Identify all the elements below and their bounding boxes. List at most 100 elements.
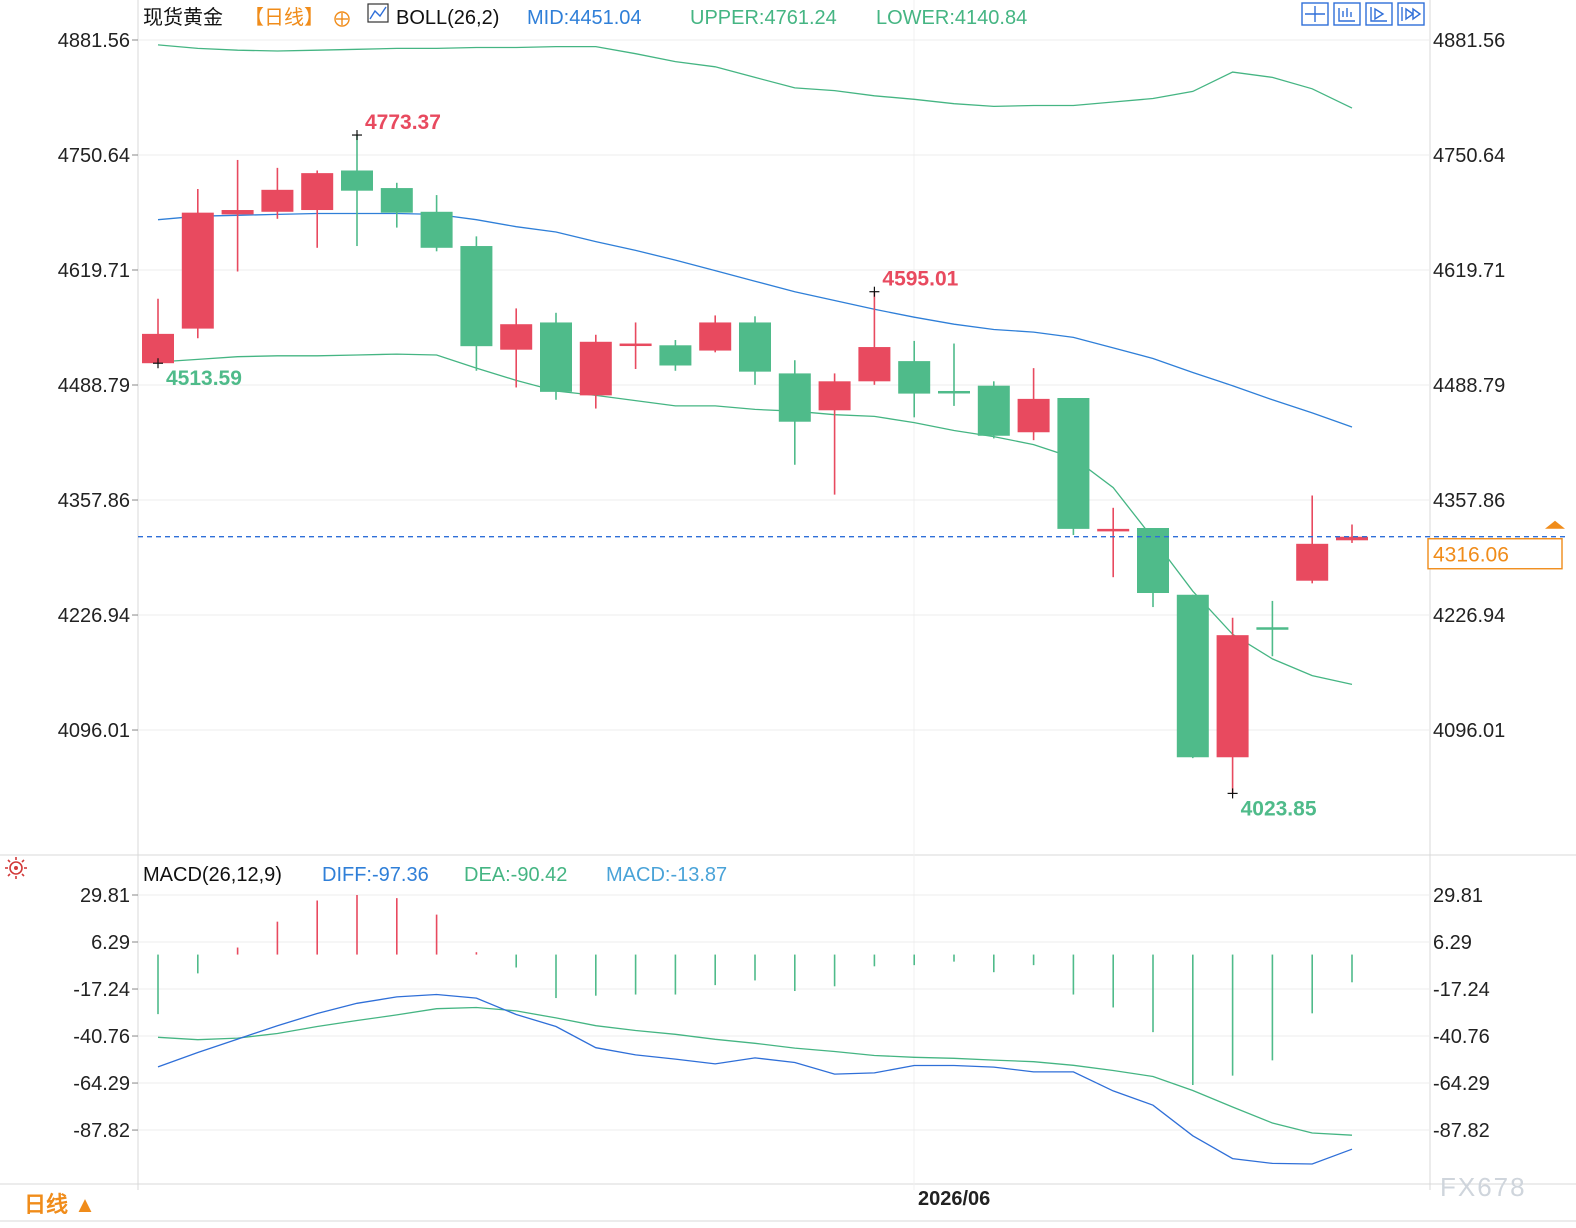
- macd-histogram-value: MACD:-13.87: [606, 864, 727, 886]
- indicator-icon[interactable]: [367, 3, 389, 23]
- candle-body-down: [1256, 627, 1289, 630]
- candle-body-up: [579, 341, 612, 396]
- boll-lower-value: LOWER:4140.84: [876, 7, 1027, 29]
- candle-body-down: [460, 246, 493, 347]
- candle-body-up: [1097, 528, 1130, 532]
- main-y-tick-label-left: 4357.86: [58, 490, 130, 512]
- main-y-tick-label-right: 4750.64: [1433, 145, 1505, 167]
- macd-histogram: [157, 895, 1353, 1086]
- boll-upper-line: [157, 44, 1353, 109]
- candle-body-up: [1216, 635, 1249, 758]
- candle-body-down: [778, 373, 811, 422]
- bottom-bar: 日线 ▲ 2026/06 FX678: [24, 1172, 1527, 1217]
- main-y-axis-right: 4881.56 4750.64 4619.71 4488.79 4357.86 4226.…: [1433, 30, 1505, 742]
- current-price-line: 4316.06: [138, 520, 1565, 570]
- main-legend: 现货黄金 【日线】 BOLL(26,2) MID:4451.04 UPPER:4…: [143, 3, 1027, 29]
- main-y-tick-label-left: 4881.56: [58, 30, 130, 52]
- current-price-arrow-icon: [1545, 520, 1565, 529]
- main-y-tick-label-right: 4488.79: [1433, 375, 1505, 397]
- macd-y-tick-label-left: -40.76: [73, 1026, 130, 1048]
- candle-body-up: [858, 347, 891, 382]
- candle-body-down: [739, 322, 771, 372]
- high-price-label: 4773.37: [365, 111, 441, 134]
- x-axis-date-label: 2026/06: [918, 1188, 990, 1210]
- candle-body-down: [659, 345, 692, 366]
- macd-y-tick-label-left: 29.81: [80, 885, 130, 907]
- candlestick-series: [142, 135, 1368, 794]
- candle-body-up: [818, 381, 851, 411]
- main-y-tick-label-left: 4750.64: [58, 145, 130, 167]
- settings-icon[interactable]: [5, 857, 27, 879]
- main-y-tick-label-left: 4096.01: [58, 720, 130, 742]
- macd-name: MACD(26,12,9): [143, 864, 282, 886]
- macd-y-tick-label-right: -17.24: [1433, 979, 1490, 1001]
- macd-y-tick-label-right: -87.82: [1433, 1120, 1490, 1142]
- chart-toolbar: [1301, 2, 1425, 26]
- macd-y-tick-label-left: -87.82: [73, 1120, 130, 1142]
- layout-icon[interactable]: [1301, 2, 1329, 26]
- candle-body-up: [261, 189, 294, 212]
- candle-body-down: [341, 170, 373, 191]
- macd-y-tick-label-left: -17.24: [73, 979, 130, 1001]
- main-y-tick-label-right: 4357.86: [1433, 490, 1505, 512]
- macd-grid: [138, 894, 1430, 1131]
- period-selector[interactable]: 日线 ▲: [24, 1192, 96, 1217]
- instrument-name: 现货黄金: [143, 6, 223, 29]
- candle-body-down: [898, 361, 931, 394]
- macd-legend: MACD(26,12,9) DIFF:-97.36 DEA:-90.42 MAC…: [5, 857, 727, 886]
- macd-y-tick-label-right: 6.29: [1433, 932, 1472, 954]
- macd-lines: [157, 993, 1353, 1165]
- main-y-axis-left: 4881.56 4750.64 4619.71 4488.79 4357.86 4226.…: [58, 30, 138, 742]
- macd-y-tick-label-right: -64.29: [1433, 1073, 1490, 1095]
- candle-body-down: [938, 390, 970, 394]
- candle-body-down: [1057, 398, 1090, 529]
- main-y-tick-label-right: 4226.94: [1433, 605, 1505, 627]
- current-price-label: 4316.06: [1433, 544, 1509, 567]
- candle-body-up: [181, 212, 214, 329]
- macd-y-tick-label-left: 6.29: [91, 932, 130, 954]
- candle-body-down: [540, 322, 572, 392]
- candle-body-up: [1296, 543, 1329, 581]
- current-price-box: [1427, 538, 1563, 570]
- macd-diff-line: [157, 993, 1353, 1165]
- watermark-logo: FX678: [1440, 1172, 1527, 1202]
- candle-body-up: [1336, 536, 1368, 541]
- zoom-in-icon[interactable]: [1333, 2, 1361, 26]
- period-tag[interactable]: 【日线】: [244, 6, 324, 29]
- price-annotations: 4773.37 4595.01 4513.59 4023.85: [153, 111, 1317, 820]
- macd-diff-value: DIFF:-97.36: [322, 864, 429, 886]
- step-icon[interactable]: [1365, 2, 1393, 26]
- candle-body-down: [977, 385, 1010, 436]
- main-y-tick-label-left: 4488.79: [58, 375, 130, 397]
- macd-y-tick-label-right: -40.76: [1433, 1026, 1490, 1048]
- low-price-label: 4023.85: [1241, 797, 1317, 820]
- candle-body-up: [500, 324, 533, 350]
- main-y-tick-label-right: 4881.56: [1433, 30, 1505, 52]
- boll-name: BOLL(26,2): [396, 7, 499, 29]
- main-y-tick-label-left: 4619.71: [58, 260, 130, 282]
- candle-body-up: [301, 173, 334, 211]
- add-icon[interactable]: [334, 11, 350, 27]
- candle-body-up: [1017, 398, 1050, 433]
- candle-body-up: [221, 210, 254, 215]
- candle-body-down: [380, 188, 413, 213]
- macd-y-tick-label-right: 29.81: [1433, 885, 1483, 907]
- fast-forward-icon[interactable]: [1397, 2, 1425, 26]
- macd-dea-line: [157, 1006, 1353, 1136]
- main-y-tick-label-right: 4096.01: [1433, 720, 1505, 742]
- main-y-tick-label-right: 4619.71: [1433, 260, 1505, 282]
- low-price-label: 4513.59: [166, 367, 242, 390]
- candle-body-up: [699, 322, 732, 351]
- macd-dea-value: DEA:-90.42: [464, 864, 567, 886]
- boll-mid-value: MID:4451.04: [527, 7, 642, 29]
- candle-body-down: [1137, 528, 1169, 594]
- macd-y-axis-left: 29.81 6.29 -17.24 -40.76 -64.29 -87.82: [73, 885, 138, 1142]
- macd-y-tick-label-left: -64.29: [73, 1073, 130, 1095]
- boll-lower-line: [157, 353, 1353, 686]
- candle-body-down: [420, 211, 453, 248]
- candle-body-down: [1176, 594, 1209, 758]
- high-price-label: 4595.01: [882, 268, 958, 291]
